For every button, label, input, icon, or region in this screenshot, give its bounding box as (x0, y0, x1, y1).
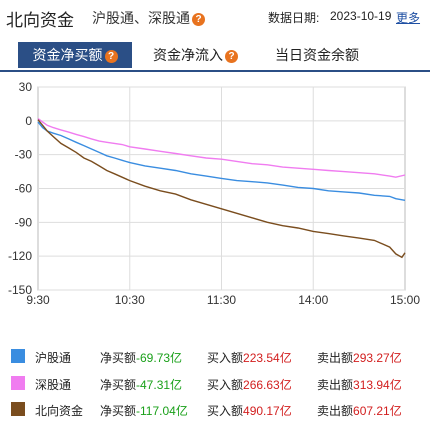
sell-amount-value: 293.27亿 (353, 351, 402, 365)
net-buy-label: 净买额-117.04亿 (100, 402, 188, 419)
series-line (37, 118, 406, 178)
legend-row: 深股通 净买额-47.31亿 买入额266.63亿 卖出额313.94亿 (0, 373, 430, 393)
y-tick-label: -120 (8, 249, 32, 263)
net-buy-caption: 净买额 (100, 378, 137, 392)
sell-amount-label: 卖出额293.27亿 (317, 349, 402, 366)
buy-amount-value: 266.63亿 (243, 378, 292, 392)
sell-amount-caption: 卖出额 (317, 351, 354, 365)
buy-amount-value: 223.54亿 (243, 351, 292, 365)
buy-amount-caption: 买入额 (207, 404, 244, 418)
net-buy-label: 净买额-69.73亿 (100, 349, 182, 366)
net-buy-caption: 净买额 (100, 404, 137, 418)
y-tick-label: -90 (15, 215, 33, 229)
tab-net-buy-label: 资金净买额 (32, 47, 103, 63)
sell-amount-caption: 卖出额 (317, 404, 354, 418)
net-buy-label: 净买额-47.31亿 (100, 376, 182, 393)
legend-swatch (11, 349, 25, 363)
legend-row: 沪股通 净买额-69.73亿 买入额223.54亿 卖出额293.27亿 (0, 346, 430, 366)
legend-name: 深股通 (35, 378, 72, 392)
help-icon[interactable]: ? (225, 50, 238, 63)
help-icon[interactable]: ? (192, 13, 205, 26)
sell-amount-label: 卖出额607.21亿 (317, 402, 402, 419)
legend-swatch (11, 402, 25, 416)
tab-daily-balance[interactable]: 当日资金余额 (275, 42, 359, 68)
tab-bar: 资金净买额? 资金净流入? 当日资金余额 (0, 42, 430, 72)
buy-amount-caption: 买入额 (207, 378, 244, 392)
buy-amount-caption: 买入额 (207, 351, 244, 365)
y-tick-label: -30 (15, 148, 33, 162)
more-link[interactable]: 更多 (396, 11, 421, 25)
legend-name: 沪股通 (35, 351, 72, 365)
x-tick-label: 14:00 (298, 293, 328, 306)
y-tick-label: 30 (19, 80, 33, 94)
date-label: 数据日期: (268, 11, 320, 25)
sell-amount-caption: 卖出额 (317, 378, 354, 392)
tab-net-buy[interactable]: 资金净买额? (18, 42, 132, 68)
tab-daily-balance-label: 当日资金余额 (275, 47, 359, 63)
page-title: 北向资金 (6, 11, 74, 30)
x-tick-label: 15:00 (390, 293, 420, 306)
date-value: 2023-10-19 (330, 9, 392, 23)
y-tick-label: -60 (15, 182, 33, 196)
series-line (37, 119, 406, 259)
x-tick-label: 11:30 (207, 293, 236, 306)
buy-amount-label: 买入额223.54亿 (207, 349, 292, 366)
legend-swatch (11, 376, 25, 390)
net-buy-value: -69.73亿 (136, 351, 183, 365)
sell-amount-value: 607.21亿 (353, 404, 402, 418)
tab-net-inflow-label: 资金净流入 (153, 47, 223, 63)
subtitle-text: 沪股通、深股通 (92, 10, 190, 26)
header: 北向资金 沪股通、深股通? 数据日期: 2023-10-19 更多 (0, 0, 430, 34)
net-buy-caption: 净买额 (100, 351, 137, 365)
buy-amount-label: 买入额490.17亿 (207, 402, 292, 419)
page-subtitle: 沪股通、深股通? (92, 8, 205, 28)
legend-row: 北向资金 净买额-117.04亿 买入额490.17亿 卖出额607.21亿 (0, 399, 430, 419)
series-line (37, 121, 406, 201)
sell-amount-value: 313.94亿 (353, 378, 402, 392)
buy-amount-value: 490.17亿 (243, 404, 292, 418)
buy-amount-label: 买入额266.63亿 (207, 376, 292, 393)
y-tick-label: -150 (8, 283, 32, 297)
sell-amount-label: 卖出额313.94亿 (317, 376, 402, 393)
net-buy-value: -47.31亿 (136, 378, 183, 392)
net-buy-value: -117.04亿 (136, 404, 188, 418)
y-tick-label: 0 (25, 114, 32, 128)
help-icon[interactable]: ? (104, 50, 118, 63)
legend-name: 北向资金 (35, 404, 84, 418)
tab-net-inflow[interactable]: 资金净流入? (153, 42, 238, 68)
x-tick-label: 9:30 (26, 293, 50, 306)
x-tick-label: 10:30 (115, 293, 145, 306)
